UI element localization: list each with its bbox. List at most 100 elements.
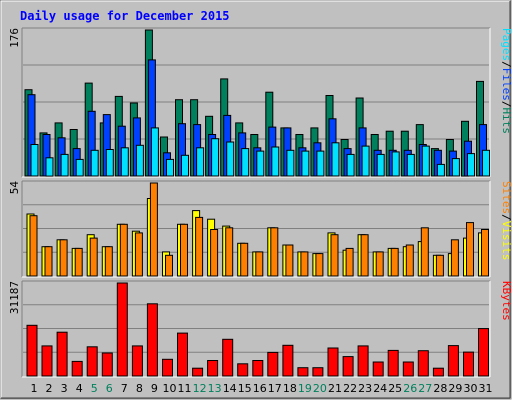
sites-bar-19 (300, 251, 309, 277)
kbytes-bar-13 (207, 360, 219, 377)
sites-bar-18 (285, 244, 294, 277)
sites-bar-12 (195, 216, 204, 277)
pages-bar-12 (196, 147, 205, 177)
pages-bar-6 (105, 149, 114, 177)
day-label-26: 26 (403, 382, 417, 395)
legend-sep-2: / (500, 101, 512, 108)
pages-bar-17 (271, 146, 280, 177)
day-label-25: 25 (388, 382, 402, 395)
panel-visits (21, 180, 491, 278)
kbytes-bar-30 (463, 351, 474, 377)
pages-bar-9 (150, 127, 159, 177)
kbytes-bar-19 (297, 367, 309, 377)
day-label-23: 23 (358, 382, 372, 395)
day-label-9: 9 (151, 382, 158, 395)
sites-bar-7 (119, 223, 128, 277)
kbytes-max-label: 31187 (8, 281, 21, 314)
day-label-27: 27 (418, 382, 432, 395)
sites-bar-21 (330, 234, 339, 277)
legend-sites: Sites (500, 181, 512, 214)
day-label-12: 12 (193, 382, 207, 395)
sites-bar-30 (466, 222, 474, 277)
day-label-24: 24 (373, 382, 387, 395)
pages-bar-24 (376, 153, 385, 177)
pages-bar-20 (316, 150, 325, 177)
pages-bar-1 (30, 144, 39, 177)
day-label-17: 17 (268, 382, 282, 395)
pages-bar-7 (120, 147, 129, 177)
pages-bar-4 (75, 158, 84, 177)
kbytes-bar-22 (342, 356, 354, 377)
sites-bar-2 (44, 246, 53, 277)
sites-bar-16 (255, 251, 264, 277)
kbytes-bar-11 (177, 332, 188, 377)
sites-bar-22 (345, 247, 354, 277)
sites-bar-3 (59, 239, 68, 277)
pages-bar-8 (135, 144, 144, 177)
pages-bar-11 (181, 154, 189, 177)
day-label-2: 2 (46, 382, 53, 395)
sites-bar-11 (180, 223, 188, 277)
day-label-22: 22 (343, 382, 357, 395)
legend-hits: Hits (500, 108, 512, 135)
sites-bar-10 (165, 254, 173, 277)
sites-bar-9 (149, 182, 158, 277)
day-label-16: 16 (253, 382, 267, 395)
day-label-28: 28 (433, 382, 447, 395)
visits-max-label: 54 (8, 181, 21, 195)
day-label-29: 29 (448, 382, 462, 395)
kbytes-bar-23 (357, 345, 369, 377)
kbytes-bar-24 (372, 361, 384, 377)
panel-kbytes (21, 280, 491, 378)
day-label-7: 7 (121, 382, 128, 395)
pages-bar-31 (482, 149, 490, 177)
kbytes-bar-6 (101, 352, 113, 377)
pages-bar-22 (346, 153, 355, 177)
kbytes-bar-10 (162, 358, 173, 377)
pages-bar-27 (421, 145, 430, 177)
day-label-13: 13 (208, 382, 222, 395)
day-label-31: 31 (479, 382, 493, 395)
day-label-30: 30 (464, 382, 478, 395)
hits-max-label: 176 (8, 28, 21, 48)
sites-bar-28 (435, 254, 444, 277)
pages-bar-3 (60, 153, 69, 177)
day-label-10: 10 (163, 382, 177, 395)
day-label-14: 14 (223, 382, 237, 395)
sites-bar-29 (450, 239, 459, 277)
kbytes-bar-14 (222, 338, 234, 377)
sites-bar-31 (481, 229, 489, 277)
kbytes-bar-12 (192, 367, 204, 377)
day-label-6: 6 (106, 382, 113, 395)
sites-bar-6 (104, 246, 113, 277)
day-label-11: 11 (178, 382, 192, 395)
pages-bar-13 (211, 138, 220, 177)
pages-bar-29 (451, 158, 460, 177)
pages-bar-25 (391, 151, 400, 177)
sites-bar-25 (390, 247, 399, 277)
kbytes-bar-8 (131, 345, 143, 377)
legend-pages: Pages (500, 28, 512, 61)
sites-bar-15 (240, 242, 249, 277)
kbytes-bar-7 (116, 282, 128, 377)
legend-hits-panel: Pages/Files/Hits (500, 28, 512, 134)
kbytes-bar-27 (417, 350, 429, 377)
pages-bar-21 (331, 142, 340, 177)
sites-bar-1 (29, 215, 38, 277)
pages-bar-15 (241, 148, 250, 177)
kbytes-bar-3 (56, 331, 68, 377)
sites-bar-27 (420, 227, 429, 277)
sites-bar-17 (270, 227, 279, 277)
day-label-20: 20 (313, 382, 327, 395)
sites-bar-14 (225, 227, 234, 277)
sites-bar-5 (89, 237, 98, 277)
day-label-1: 1 (31, 382, 38, 395)
day-label-5: 5 (91, 382, 98, 395)
day-label-15: 15 (238, 382, 252, 395)
day-label-19: 19 (298, 382, 312, 395)
kbytes-bar-21 (327, 347, 339, 377)
day-label-4: 4 (76, 382, 83, 395)
pages-bar-23 (361, 145, 370, 177)
chart-title: Daily usage for December 2015 (20, 9, 230, 23)
